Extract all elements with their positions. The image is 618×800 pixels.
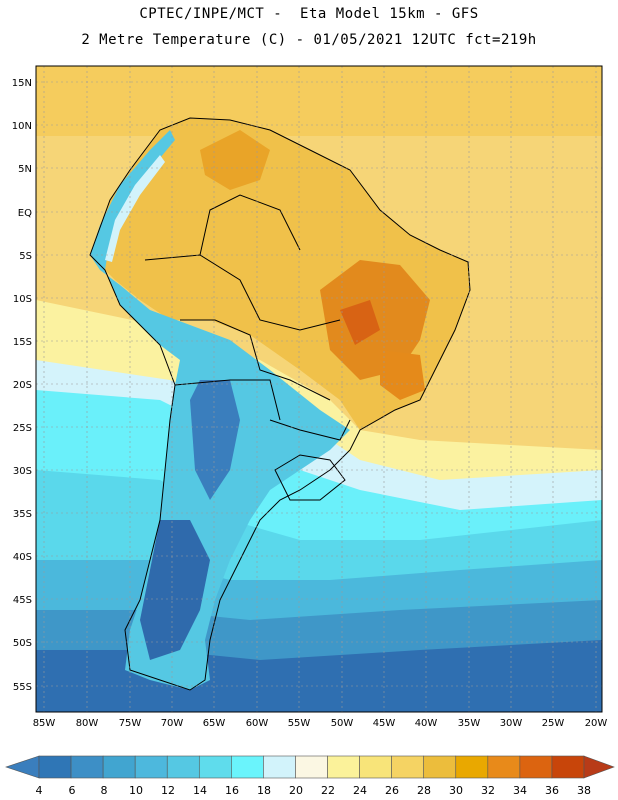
colorbar-segment bbox=[551, 755, 585, 779]
lon-label: 65W bbox=[203, 718, 226, 729]
map-canvas bbox=[36, 66, 602, 712]
colorbar-segment bbox=[423, 755, 457, 779]
colorbar-tick: 10 bbox=[129, 784, 143, 797]
lat-label: 40S bbox=[13, 552, 32, 563]
lat-label: 50S bbox=[13, 638, 32, 649]
map-frame bbox=[35, 65, 603, 713]
colorbar-segment bbox=[38, 755, 72, 779]
colorbar-segment bbox=[359, 755, 392, 779]
colorbar-tick: 14 bbox=[193, 784, 207, 797]
colorbar-tick: 28 bbox=[417, 784, 431, 797]
lon-label: 75W bbox=[119, 718, 142, 729]
colorbar-tick: 38 bbox=[577, 784, 591, 797]
title-line-1: CPTEC/INPE/MCT - Eta Model 15km - GFS bbox=[139, 6, 479, 22]
colorbar-segment bbox=[102, 755, 136, 779]
patagonia-cold bbox=[140, 520, 210, 660]
land-hot-north bbox=[200, 130, 270, 190]
colorbar-segment bbox=[263, 755, 296, 779]
lon-label: 25W bbox=[542, 718, 565, 729]
title-line-2: 2 Metre Temperature (C) - 01/05/2021 12U… bbox=[81, 32, 537, 48]
latitude-labels: 15N 10N 5N EQ 5S 10S 15S 20S 25S 30S 35S… bbox=[12, 78, 32, 693]
colorbar-segment bbox=[198, 755, 232, 779]
lat-label: 55S bbox=[13, 682, 32, 693]
colorbar-segment bbox=[231, 755, 264, 779]
lon-label: 40W bbox=[415, 718, 438, 729]
lon-label: 85W bbox=[33, 718, 56, 729]
colorbar-tick: 34 bbox=[513, 784, 527, 797]
colorbar-tick: 8 bbox=[101, 784, 108, 797]
lon-label: 70W bbox=[161, 718, 184, 729]
colorbar-arrow-low bbox=[5, 755, 40, 779]
colorbar-tick: 12 bbox=[161, 784, 175, 797]
lat-label: 25S bbox=[13, 423, 32, 434]
land-hot-east bbox=[380, 350, 425, 400]
lon-label: 45W bbox=[373, 718, 396, 729]
lat-label: 15N bbox=[12, 78, 32, 89]
colorbar-tick: 22 bbox=[321, 784, 335, 797]
lon-label: 80W bbox=[76, 718, 99, 729]
lon-label: 30W bbox=[500, 718, 523, 729]
lon-label: 20W bbox=[585, 718, 608, 729]
lat-label: 35S bbox=[13, 509, 32, 520]
colorbar-tick: 20 bbox=[289, 784, 303, 797]
lon-label: 55W bbox=[288, 718, 311, 729]
lat-label: 45S bbox=[13, 595, 32, 606]
colorbar-tick: 16 bbox=[225, 784, 239, 797]
colorbar bbox=[5, 755, 615, 779]
lat-label: 5N bbox=[18, 164, 32, 175]
land-hottest bbox=[340, 300, 380, 345]
colorbar-segment bbox=[391, 755, 425, 779]
lat-label: 30S bbox=[13, 466, 32, 477]
lat-label: 10N bbox=[12, 121, 32, 132]
andes-north-snow bbox=[105, 155, 165, 262]
colorbar-arrow-high bbox=[583, 755, 615, 779]
colorbar-tick: 30 bbox=[449, 784, 463, 797]
graticule bbox=[36, 66, 602, 712]
ocean-north-band bbox=[36, 66, 602, 136]
lat-label: 20S bbox=[13, 380, 32, 391]
colorbar-tick: 18 bbox=[257, 784, 271, 797]
borders bbox=[89, 117, 471, 691]
colorbar-segment bbox=[295, 755, 328, 779]
colorbar-segment bbox=[70, 755, 104, 779]
lat-label: 5S bbox=[19, 251, 32, 262]
lon-label: 50W bbox=[331, 718, 354, 729]
lon-label: 60W bbox=[246, 718, 269, 729]
colorbar-segment bbox=[455, 755, 489, 779]
colorbar-tick: 4 bbox=[36, 784, 43, 797]
lat-label: 10S bbox=[13, 294, 32, 305]
lat-label: 15S bbox=[13, 337, 32, 348]
colorbar-tick: 36 bbox=[545, 784, 559, 797]
lat-label: EQ bbox=[18, 208, 32, 219]
colorbar-segment bbox=[327, 755, 360, 779]
lon-label: 35W bbox=[458, 718, 481, 729]
colorbar-tick: 24 bbox=[353, 784, 367, 797]
colorbar-ticks: 4 6 8 10 12 14 16 18 20 22 24 26 28 30 3… bbox=[36, 784, 592, 797]
colorbar-segment bbox=[487, 755, 521, 779]
colorbar-tick: 26 bbox=[385, 784, 399, 797]
colorbar-tick: 32 bbox=[481, 784, 495, 797]
colorbar-tick: 6 bbox=[69, 784, 76, 797]
colorbar-segment bbox=[166, 755, 200, 779]
colorbar-segment bbox=[519, 755, 553, 779]
colorbar-segment bbox=[134, 755, 168, 779]
longitude-labels: 85W 80W 75W 70W 65W 60W 55W 50W 45W 40W … bbox=[33, 718, 608, 729]
